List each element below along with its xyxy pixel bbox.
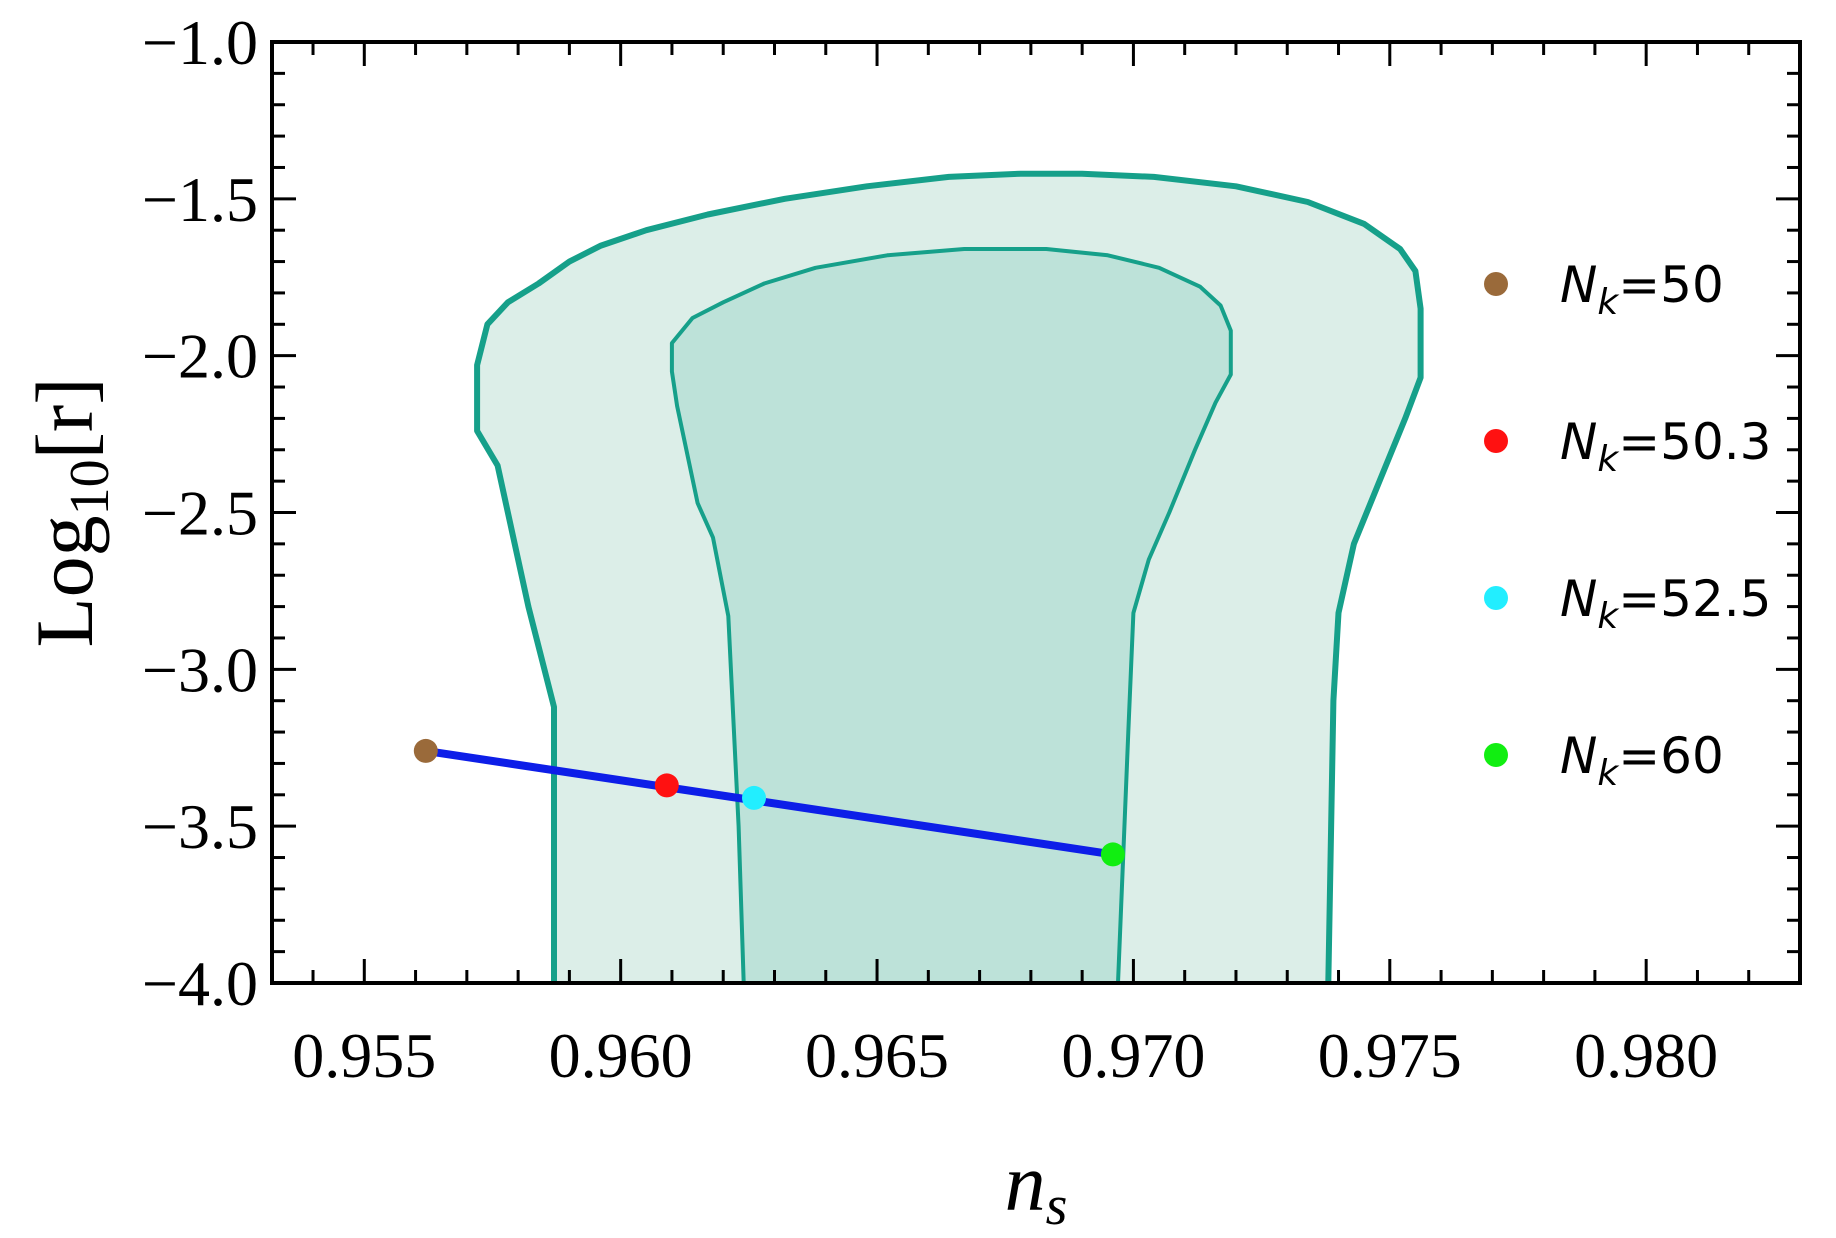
legend-label-N_k=52.5: Nk=52.5 [1560,570,1772,637]
legend-swatch-N_k=50 [1484,272,1508,296]
legend-swatch-N_k=60 [1484,743,1508,767]
y-tick-label: −2.5 [142,478,258,549]
x-tick-label: 0.980 [1574,1020,1718,1091]
confidence-contours [474,170,1424,984]
point-N_k=50 [413,738,438,763]
data-points [413,738,1125,867]
y-axis-title: Log10[r] [19,377,121,647]
legend-label-N_k=60: Nk=60 [1560,727,1724,794]
legend-label-N_k=50.3: Nk=50.3 [1560,413,1772,480]
y-axis-title-suffix: [r] [19,377,110,459]
point-N_k=60 [1100,842,1125,867]
series-trajectory-line [421,746,1117,859]
x-tick-label: 0.960 [549,1020,693,1091]
legend: Nk=50 Nk=50.3 Nk=52.5 Nk=60 [1484,256,1772,794]
x-axis-title-sub: s [1046,1175,1068,1237]
x-tick-labels: 0.955 0.960 0.965 0.970 0.975 0.980 [292,1020,1718,1091]
x-tick-label: 0.975 [1318,1020,1462,1091]
trajectory-series [421,746,1117,859]
y-axis-title-prefix: Log [19,515,110,647]
y-tick-label: −4.0 [142,948,258,1019]
y-tick-label: −1.5 [142,164,258,235]
axis-ticks [272,40,1802,985]
x-axis-title: ns [1005,1137,1068,1237]
legend-swatch-N_k=50.3 [1484,429,1508,453]
x-tick-label: 0.965 [805,1020,949,1091]
y-tick-labels: −1.0 −1.5 −2.0 −2.5 −3.0 −3.5 −4.0 [142,7,258,1019]
contour-inner-fill [671,249,1231,983]
y-tick-label: −3.0 [142,634,258,705]
point-N_k=50.3 [654,773,679,798]
x-axis-title-base: n [1005,1137,1046,1228]
y-tick-label: −2.0 [142,321,258,392]
point-N_k=52.5 [742,785,766,810]
contour-outer-line [474,170,1424,984]
legend-label-N_k=50: Nk=50 [1560,256,1724,323]
y-tick-label: −1.0 [142,7,258,78]
legend-swatch-N_k=52.5 [1484,586,1508,610]
x-tick-label: 0.955 [292,1020,436,1091]
y-axis-title-sub: 10 [59,459,121,515]
y-tick-label: −3.5 [142,791,258,862]
x-tick-label: 0.970 [1061,1020,1205,1091]
contour-inner-line [669,247,1233,984]
